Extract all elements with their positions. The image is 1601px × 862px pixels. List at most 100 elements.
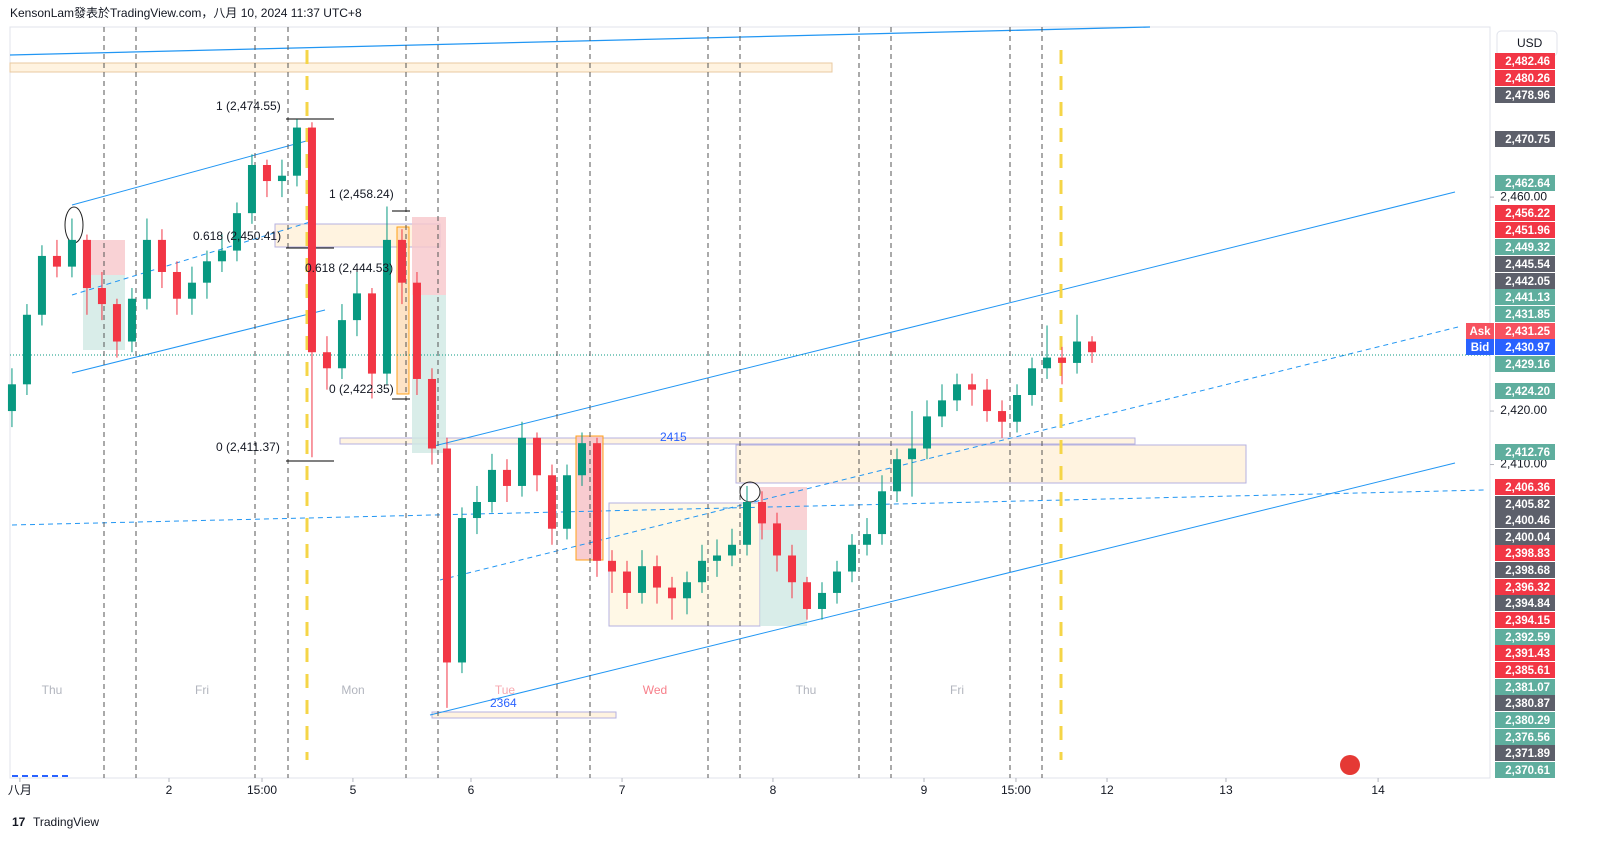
price-label: 2,462.64 xyxy=(1505,178,1550,190)
price-label: 2,406.36 xyxy=(1505,482,1550,494)
candle xyxy=(652,555,661,604)
price-label: 2,398.83 xyxy=(1505,548,1550,560)
candle-body xyxy=(397,239,406,283)
candle-body xyxy=(547,475,556,529)
price-label-box xyxy=(1495,545,1555,561)
candle-body xyxy=(142,239,151,299)
candle xyxy=(953,373,962,412)
price-label-box xyxy=(1495,645,1555,661)
price-label: 2,380.87 xyxy=(1505,698,1550,710)
day-label: Wed xyxy=(643,683,667,697)
candle xyxy=(1043,325,1052,379)
candle-body xyxy=(22,314,31,385)
candle-body xyxy=(637,566,646,593)
candle-body xyxy=(803,582,812,609)
x-tick-label: 5 xyxy=(350,783,357,797)
price-label-box xyxy=(1495,479,1555,495)
candle xyxy=(67,218,76,278)
price-label: 2,451.96 xyxy=(1505,225,1550,237)
price-label: 2,405.82 xyxy=(1505,499,1550,511)
fib-label: 0 (2,411.37) xyxy=(216,440,280,454)
candle xyxy=(97,271,106,321)
candle xyxy=(412,271,421,396)
price-label-box xyxy=(1495,695,1555,711)
candle xyxy=(1073,314,1082,374)
candle-body xyxy=(818,592,827,609)
tag-label: Bid xyxy=(1471,342,1490,354)
candle xyxy=(502,459,511,502)
price-label: 2,394.15 xyxy=(1505,615,1550,627)
candle xyxy=(818,582,827,620)
candle-body xyxy=(1028,368,1037,396)
candle-body xyxy=(127,298,136,342)
candle xyxy=(682,571,691,615)
candle-body xyxy=(352,293,361,321)
price-label: 2,470.75 xyxy=(1505,134,1550,146)
footer-logo: 17 xyxy=(12,815,26,829)
price-label-box xyxy=(1495,729,1555,745)
candle xyxy=(592,437,601,577)
candle-body xyxy=(442,448,451,663)
candle xyxy=(517,421,526,497)
candle-body xyxy=(337,320,346,369)
candle-body xyxy=(833,571,842,593)
price-label-box xyxy=(1495,496,1555,512)
x-tick-label: 8 xyxy=(770,783,777,797)
price-label: 2,398.68 xyxy=(1505,565,1550,577)
candle-body xyxy=(292,127,301,176)
candle xyxy=(923,400,932,460)
candle-body xyxy=(1088,341,1097,353)
candle xyxy=(998,400,1007,438)
candle-body xyxy=(968,384,977,390)
candle-body xyxy=(682,582,691,599)
price-label: 2,456.22 xyxy=(1505,208,1550,220)
header-text: KensonLam發表於TradingView.com，八月 10, 2024 … xyxy=(10,5,362,20)
footer-brand: TradingView xyxy=(33,815,99,829)
candle-body xyxy=(893,459,902,492)
candle xyxy=(727,528,736,567)
day-label: Tue xyxy=(495,683,516,697)
candle-body xyxy=(427,378,436,449)
candle-body xyxy=(667,587,676,599)
candle xyxy=(863,518,872,556)
fib-label: 1 (2,474.55) xyxy=(216,99,281,113)
price-label: 2,392.59 xyxy=(1505,632,1550,644)
price-label-box xyxy=(1495,512,1555,528)
day-label: Mon xyxy=(341,683,364,697)
candle-body xyxy=(923,416,932,449)
price-label-box xyxy=(1495,175,1555,191)
price-label: 2,478.96 xyxy=(1505,90,1550,102)
day-label: Thu xyxy=(796,683,817,697)
candle-body xyxy=(367,293,376,374)
candle xyxy=(487,453,496,513)
candle-body xyxy=(307,127,316,353)
candle xyxy=(457,507,466,674)
price-label-box xyxy=(1495,273,1555,289)
candle-body xyxy=(37,255,46,315)
price-label-box xyxy=(1495,356,1555,372)
candle xyxy=(532,432,541,492)
price-label: 2,449.32 xyxy=(1505,242,1550,254)
candle-body xyxy=(187,282,196,299)
candle-body xyxy=(983,389,992,412)
candle xyxy=(352,271,361,337)
candle xyxy=(562,464,571,540)
price-label-box xyxy=(1495,529,1555,545)
price-label-box xyxy=(1495,712,1555,728)
candle xyxy=(7,368,16,428)
price-label-box xyxy=(1495,444,1555,460)
price-label-box xyxy=(1495,339,1555,355)
candle-body xyxy=(998,411,1007,422)
price-label: 2,391.43 xyxy=(1505,648,1550,660)
candle-body xyxy=(592,443,601,561)
x-tick-label: 13 xyxy=(1219,783,1233,797)
candle-body xyxy=(97,288,106,305)
x-tick-label: 2 xyxy=(166,783,173,797)
price-label-box xyxy=(1495,289,1555,305)
candle-body xyxy=(172,271,181,299)
candle xyxy=(142,218,151,310)
fib-label: 0 (2,422.35) xyxy=(329,382,394,396)
candle xyxy=(1028,357,1037,406)
candle-body xyxy=(878,491,887,535)
